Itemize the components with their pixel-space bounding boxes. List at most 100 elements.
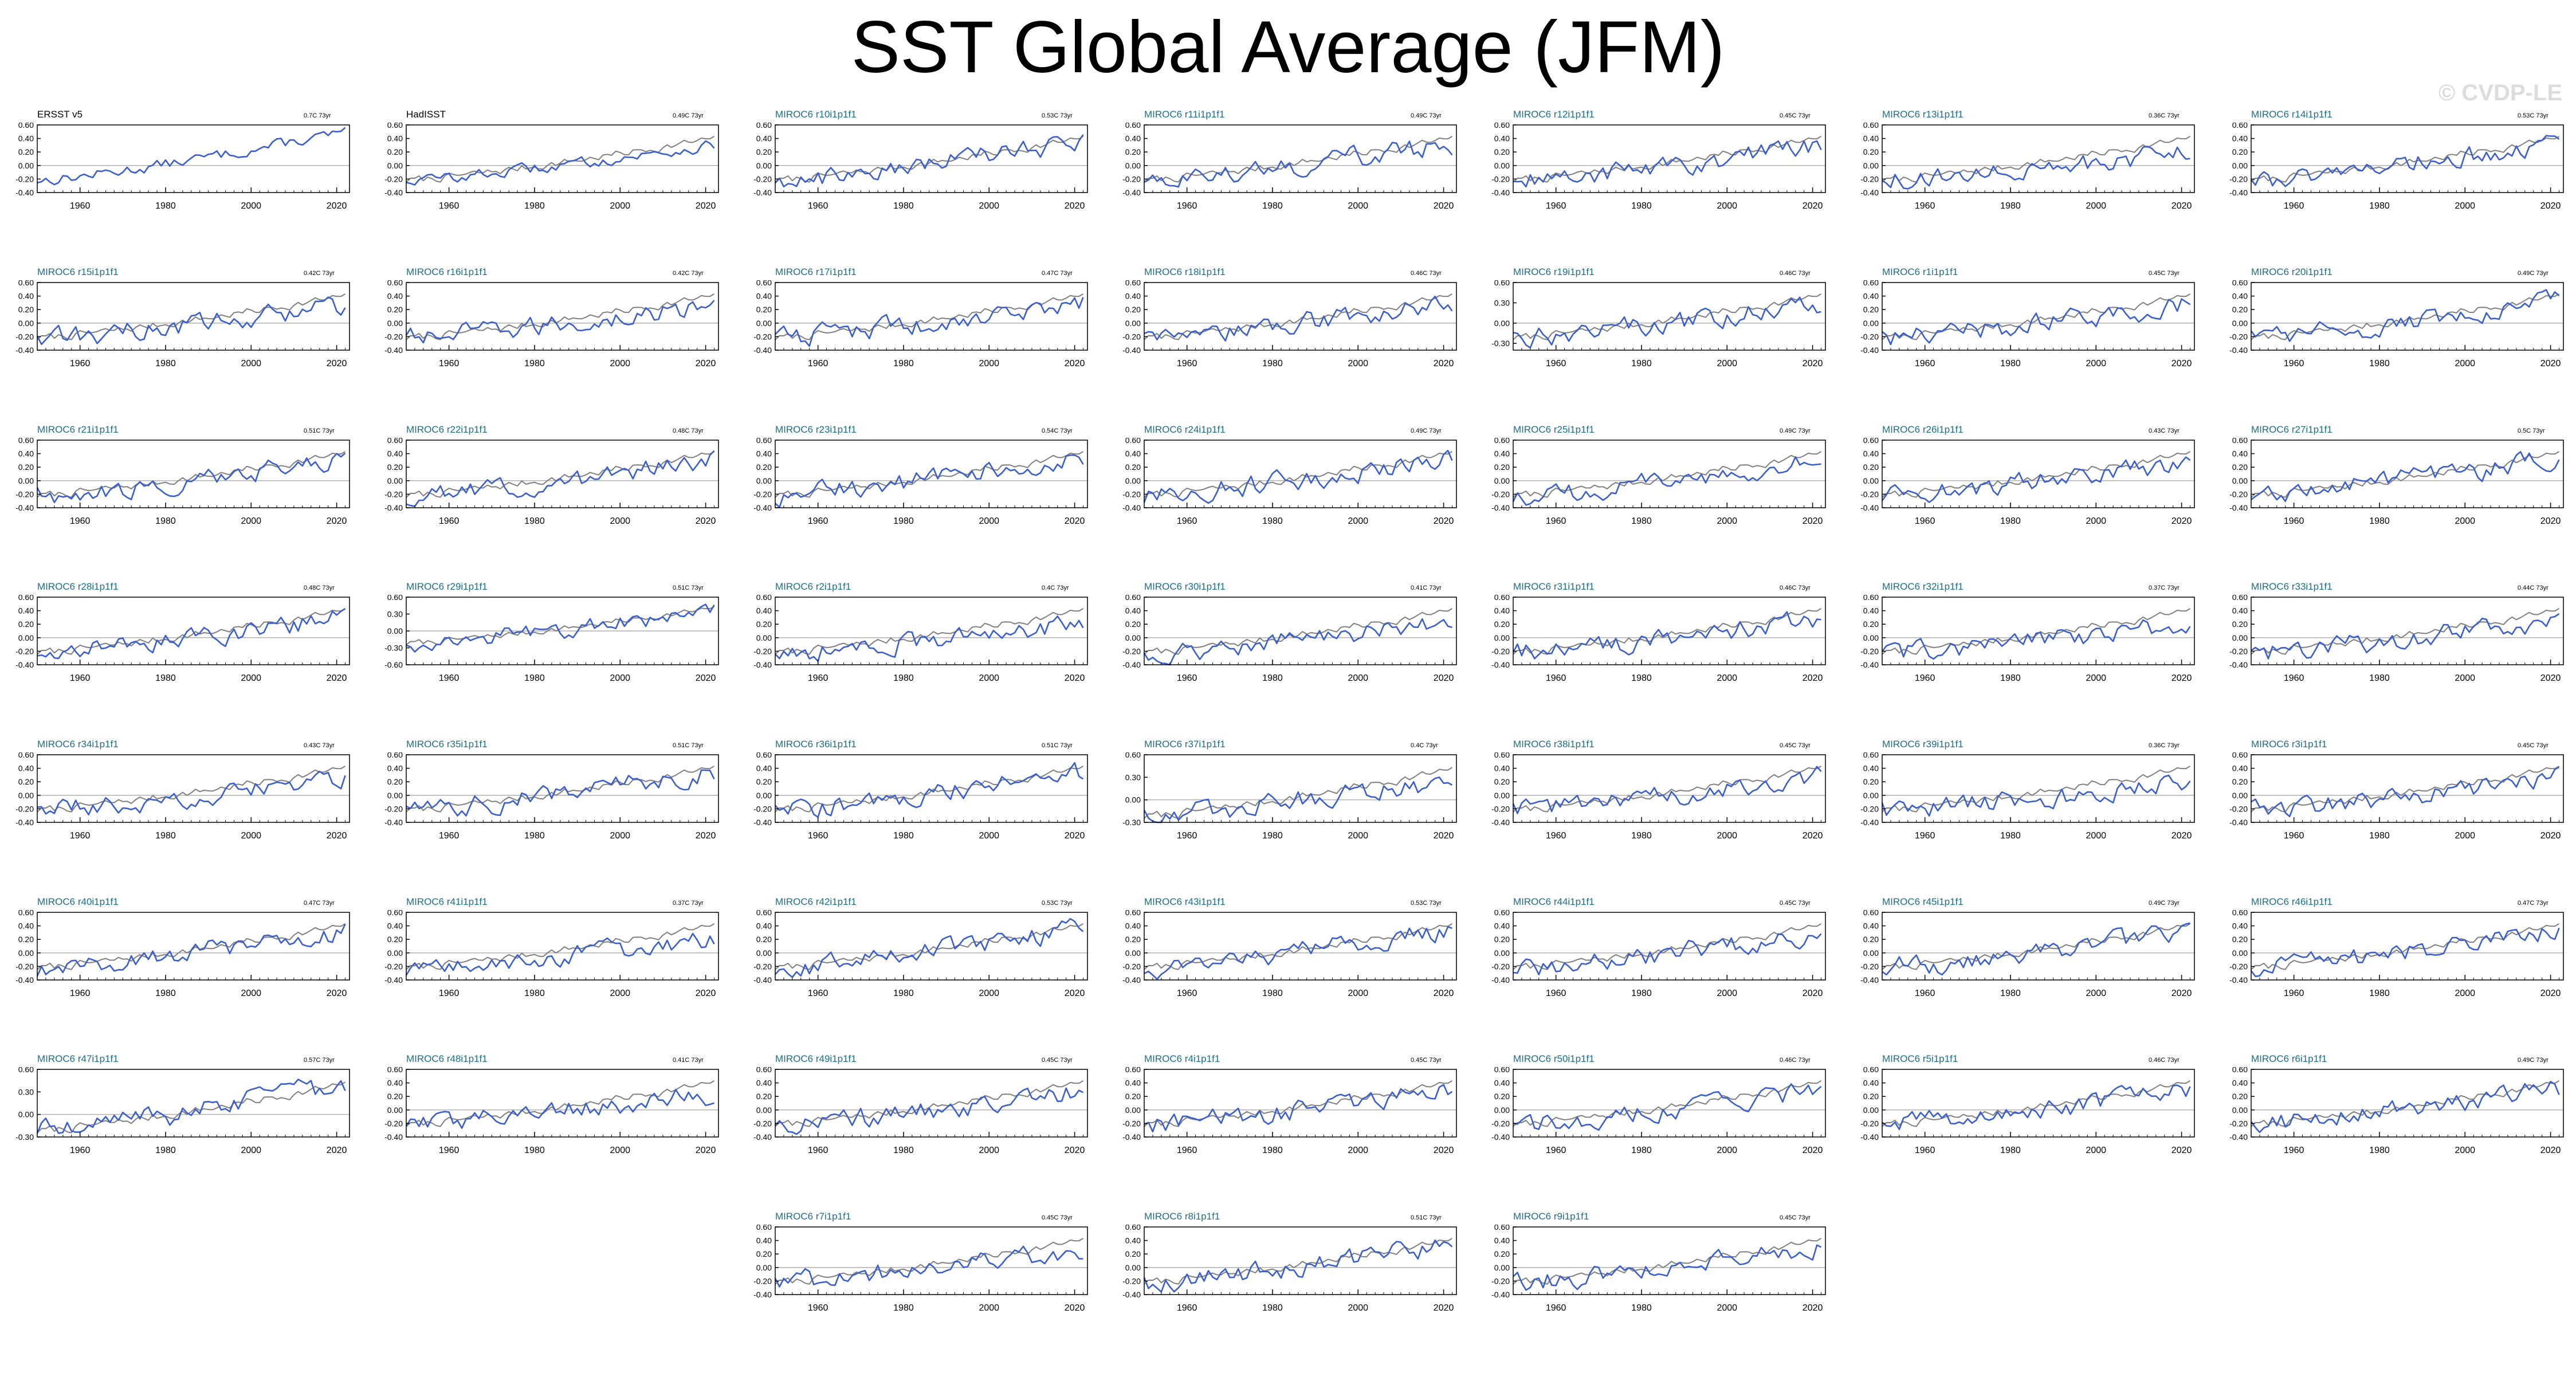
series-line <box>1881 456 2191 503</box>
x-tick-label: 1960 <box>70 1146 91 1155</box>
y-tick-label: 0.20 <box>2232 462 2248 472</box>
panel-frame <box>406 440 719 508</box>
y-tick-label: 0.60 <box>756 910 772 917</box>
x-tick-label: 1980 <box>1262 1303 1283 1313</box>
x-tick-label: 2000 <box>610 516 630 526</box>
series-line <box>1513 296 1821 349</box>
timeseries-panel: 1960 1980 2000 2020 -0.40 -0.20 0.00 0.20 0.40 0.… <box>15 910 350 998</box>
y-tick-label: -0.20 <box>1860 174 1879 183</box>
y-tick-label: 0.60 <box>2232 280 2248 287</box>
y-tick-label: -0.40 <box>1491 975 1510 985</box>
y-tick-label: 0.40 <box>2232 922 2248 931</box>
x-tick-label: 2020 <box>327 1146 347 1155</box>
x-tick-label: 2000 <box>2455 1146 2475 1155</box>
x-tick-label: 2000 <box>2455 831 2475 841</box>
y-tick-label: -0.40 <box>2229 188 2248 197</box>
x-tick-label: 2000 <box>1348 1303 1368 1313</box>
panel-title: MIROC6 r19i1p1f1 <box>1513 266 1595 277</box>
y-tick-label: -0.20 <box>1122 174 1141 183</box>
x-tick-label: 2000 <box>610 359 630 368</box>
panel-frame <box>775 912 1088 981</box>
y-tick-label: 0.40 <box>18 606 34 615</box>
series-line <box>775 762 1084 818</box>
y-tick-label: -0.20 <box>1491 646 1510 656</box>
timeseries-panel: 1960 1980 2000 2020 -0.40 -0.20 0.00 0.20 0.40 0.… <box>1122 438 1457 526</box>
panel-trend: 0.47C 73yr <box>304 900 335 907</box>
obs-series-line <box>775 766 1084 813</box>
y-tick-label: -0.40 <box>2229 503 2248 512</box>
panel-trend: 0.45C 73yr <box>2149 270 2180 277</box>
x-tick-label: 1960 <box>2284 831 2304 841</box>
x-tick-label: 1960 <box>70 359 91 368</box>
panel-trend: 0.51C 73yr <box>673 585 704 591</box>
y-tick-label: 0.00 <box>1125 948 1141 958</box>
y-tick-label: 0.20 <box>2232 619 2248 629</box>
x-tick-label: 2020 <box>1803 673 1823 683</box>
panel-trend: 0.4C 73yr <box>1411 742 1438 749</box>
y-tick-label: 0.00 <box>1125 161 1141 170</box>
y-tick-label: 0.60 <box>1494 280 1510 287</box>
x-tick-label: 1980 <box>2369 201 2390 211</box>
panel-trend: 0.51C 73yr <box>304 428 335 434</box>
x-tick-label: 1960 <box>1915 359 1935 368</box>
y-tick-label: -0.40 <box>753 660 772 669</box>
y-tick-label: 0.60 <box>18 910 34 917</box>
x-tick-label: 2020 <box>1434 989 1454 998</box>
obs-series-line <box>1882 608 2191 655</box>
x-tick-label: 1960 <box>439 831 460 841</box>
panel-title: MIROC6 r11i1p1f1 <box>1144 109 1225 120</box>
obs-series-line <box>37 608 346 655</box>
timeseries-panel: 1960 1980 2000 2020 -0.40 -0.20 0.00 0.20 0.40 0.… <box>1491 910 1826 998</box>
x-tick-label: 1980 <box>2369 989 2390 998</box>
x-tick-label: 2020 <box>696 516 716 526</box>
y-tick-label: 0.60 <box>1494 910 1510 917</box>
y-tick-label: -0.20 <box>2229 646 2248 656</box>
y-tick-label: 0.00 <box>2232 948 2248 958</box>
x-tick-label: 1960 <box>1546 516 1566 526</box>
y-tick-label: -0.40 <box>384 975 403 985</box>
x-tick-label: 2000 <box>2455 359 2475 368</box>
y-tick-label: 0.00 <box>18 476 34 485</box>
y-tick-label: 0.30 <box>1125 773 1141 782</box>
x-tick-label: 1980 <box>1631 516 1652 526</box>
y-tick-label: 0.60 <box>387 910 403 917</box>
panel-frame <box>1144 912 1457 981</box>
y-tick-label: 0.40 <box>387 922 403 931</box>
y-tick-label: 0.30 <box>18 1087 34 1096</box>
series-line <box>405 300 715 344</box>
x-tick-label: 1980 <box>2369 673 2390 683</box>
panel-frame <box>775 440 1088 508</box>
x-tick-label: 1960 <box>439 1146 460 1155</box>
x-tick-label: 2020 <box>1803 1146 1823 1155</box>
x-tick-label: 2000 <box>1717 359 1737 368</box>
timeseries-panel: 1960 1980 2000 2020 -0.40 -0.20 0.00 0.20 0.40 0.… <box>384 123 719 211</box>
x-tick-label: 1960 <box>1915 201 1935 211</box>
panel-frame <box>37 124 350 193</box>
panel-trend: 0.49C 73yr <box>2518 270 2548 277</box>
x-tick-label: 1980 <box>524 831 545 841</box>
obs-series-line <box>775 293 1084 340</box>
x-tick-label: 2000 <box>2086 359 2106 368</box>
y-tick-label: 0.20 <box>1863 935 1879 944</box>
y-tick-label: 0.00 <box>18 633 34 642</box>
panel-trend: 0.44C 73yr <box>2518 585 2548 591</box>
x-tick-label: 2000 <box>241 989 261 998</box>
y-tick-label: 0.00 <box>1863 476 1879 485</box>
panel-title: MIROC6 r49i1p1f1 <box>775 1053 857 1064</box>
obs-series-line <box>775 608 1084 655</box>
timeseries-panel: 1960 1980 2000 2020 -0.40 -0.20 0.00 0.20 0.40 0.… <box>384 910 719 998</box>
y-tick-label: 0.60 <box>1494 123 1510 130</box>
x-tick-label: 2000 <box>1348 359 1368 368</box>
panel-title: MIROC6 r1i1p1f1 <box>1882 266 1958 277</box>
obs-series-line <box>1513 1238 1822 1285</box>
y-tick-label: -0.40 <box>1491 188 1510 197</box>
panel-trend: 0.49C 73yr <box>2149 900 2180 907</box>
y-tick-label: -0.40 <box>753 818 772 827</box>
y-tick-label: 0.40 <box>2232 1079 2248 1088</box>
y-tick-label: 0.00 <box>18 161 34 170</box>
obs-series-line <box>2251 293 2560 340</box>
timeseries-panel: 1960 1980 2000 2020 -0.40 -0.20 0.00 0.20 0.40 0.… <box>1491 752 1826 841</box>
timeseries-panel: 1960 1980 2000 2020 -0.40 -0.20 0.00 0.20 0.40 0.… <box>1491 1225 1826 1313</box>
y-tick-label: 0.60 <box>1125 595 1141 602</box>
x-tick-label: 1960 <box>1546 673 1566 683</box>
